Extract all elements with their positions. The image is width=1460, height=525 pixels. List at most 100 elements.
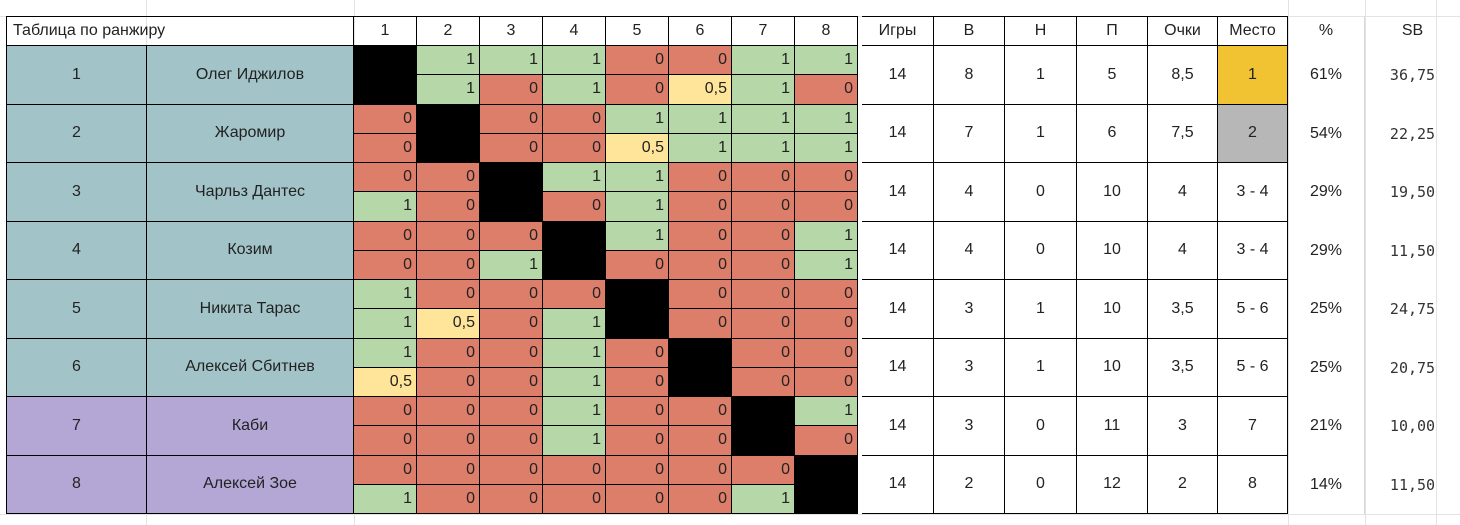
player-name[interactable]: Алексей Зое: [147, 455, 354, 514]
game-result-cell[interactable]: 1: [732, 133, 795, 163]
draws-cell[interactable]: 1: [1005, 280, 1077, 339]
wins-header[interactable]: В: [934, 16, 1005, 46]
points-cell[interactable]: 4: [1148, 163, 1218, 222]
game-result-cell[interactable]: 1: [669, 133, 732, 163]
game-result-cell[interactable]: 0: [669, 250, 732, 280]
game-result-cell[interactable]: 0: [543, 280, 606, 310]
place-cell[interactable]: 8: [1218, 455, 1288, 514]
table-title[interactable]: Таблица по ранжиру: [6, 16, 354, 46]
game-result-cell[interactable]: 0,5: [354, 367, 417, 397]
wins-cell[interactable]: 3: [934, 338, 1005, 397]
wins-cell[interactable]: 7: [934, 104, 1005, 163]
game-result-cell[interactable]: 0: [354, 221, 417, 251]
game-result-cell[interactable]: 1: [354, 484, 417, 514]
game-result-cell[interactable]: 0: [543, 104, 606, 134]
player-name[interactable]: Чарльз Дантес: [147, 163, 354, 222]
game-result-cell[interactable]: 0: [417, 455, 480, 485]
game-result-cell[interactable]: 0: [669, 309, 732, 339]
game-result-cell[interactable]: 0: [606, 75, 669, 105]
game-result-cell[interactable]: 0: [669, 163, 732, 193]
games-cell[interactable]: 14: [862, 280, 934, 339]
player-name[interactable]: Никита Тарас: [147, 280, 354, 339]
opponent-header[interactable]: 8: [795, 16, 858, 46]
player-rank[interactable]: 4: [6, 221, 147, 280]
draws-cell[interactable]: 0: [1005, 455, 1077, 514]
opponent-header[interactable]: 7: [732, 16, 795, 46]
game-result-cell[interactable]: 1: [732, 104, 795, 134]
sb-cell[interactable]: 19,50: [1389, 183, 1436, 202]
wins-cell[interactable]: 8: [934, 46, 1005, 105]
percent-header[interactable]: %: [1288, 16, 1365, 46]
game-result-cell[interactable]: 1: [669, 104, 732, 134]
game-result-cell[interactable]: 0: [669, 484, 732, 514]
game-result-cell[interactable]: 0: [795, 280, 858, 310]
player-rank[interactable]: 8: [6, 455, 147, 514]
points-cell[interactable]: 4: [1148, 221, 1218, 280]
game-result-cell[interactable]: 0: [606, 46, 669, 76]
game-result-cell[interactable]: 1: [732, 484, 795, 514]
points-cell[interactable]: 3,5: [1148, 338, 1218, 397]
game-result-cell[interactable]: 0,5: [606, 133, 669, 163]
game-result-cell[interactable]: 1: [795, 133, 858, 163]
game-result-cell[interactable]: 0: [354, 104, 417, 134]
game-result-cell[interactable]: 0: [732, 250, 795, 280]
points-cell[interactable]: 7,5: [1148, 104, 1218, 163]
losses-header[interactable]: П: [1077, 16, 1148, 46]
game-result-cell[interactable]: 0: [669, 280, 732, 310]
sb-cell[interactable]: 20,75: [1389, 358, 1436, 377]
game-result-cell[interactable]: 1: [795, 46, 858, 76]
game-result-cell[interactable]: 0: [606, 426, 669, 456]
percent-cell[interactable]: 25%: [1288, 280, 1365, 339]
place-cell[interactable]: 5 - 6: [1218, 280, 1288, 339]
game-result-cell[interactable]: 0: [417, 221, 480, 251]
place-header[interactable]: Место: [1218, 16, 1288, 46]
game-result-cell[interactable]: 0: [417, 397, 480, 427]
player-rank[interactable]: 7: [6, 397, 147, 456]
player-name[interactable]: Каби: [147, 397, 354, 456]
player-rank[interactable]: 3: [6, 163, 147, 222]
game-result-cell[interactable]: 0: [417, 250, 480, 280]
opponent-header[interactable]: 2: [417, 16, 480, 46]
place-cell[interactable]: 3 - 4: [1218, 163, 1288, 222]
game-result-cell[interactable]: 1: [795, 104, 858, 134]
game-result-cell[interactable]: 1: [354, 192, 417, 222]
opponent-header[interactable]: 6: [669, 16, 732, 46]
losses-cell[interactable]: 12: [1077, 455, 1148, 514]
game-result-cell[interactable]: 0: [732, 221, 795, 251]
game-result-cell[interactable]: 0: [480, 397, 543, 427]
game-result-cell[interactable]: 0: [480, 280, 543, 310]
game-result-cell[interactable]: 0: [480, 309, 543, 339]
place-cell[interactable]: 5 - 6: [1218, 338, 1288, 397]
games-cell[interactable]: 14: [862, 455, 934, 514]
game-result-cell[interactable]: 0: [543, 192, 606, 222]
game-result-cell[interactable]: 0: [606, 484, 669, 514]
game-result-cell[interactable]: 0: [354, 133, 417, 163]
draws-cell[interactable]: 0: [1005, 163, 1077, 222]
player-rank[interactable]: 5: [6, 280, 147, 339]
game-result-cell[interactable]: 0: [417, 426, 480, 456]
game-result-cell[interactable]: 0: [354, 250, 417, 280]
game-result-cell[interactable]: 0: [732, 280, 795, 310]
place-cell[interactable]: 7: [1218, 397, 1288, 456]
game-result-cell[interactable]: 1: [606, 221, 669, 251]
opponent-header[interactable]: 3: [480, 16, 543, 46]
points-cell[interactable]: 3,5: [1148, 280, 1218, 339]
game-result-cell[interactable]: 0: [669, 426, 732, 456]
player-name[interactable]: Алексей Сбитнев: [147, 338, 354, 397]
game-result-cell[interactable]: 0: [795, 192, 858, 222]
opponent-header[interactable]: 5: [606, 16, 669, 46]
game-result-cell[interactable]: 0: [480, 426, 543, 456]
game-result-cell[interactable]: 0: [795, 426, 858, 456]
game-result-cell[interactable]: 0: [480, 75, 543, 105]
player-rank[interactable]: 6: [6, 338, 147, 397]
points-header[interactable]: Очки: [1148, 16, 1218, 46]
game-result-cell[interactable]: 0: [417, 280, 480, 310]
game-result-cell[interactable]: 0,5: [417, 309, 480, 339]
sb-cell[interactable]: 10,00: [1389, 417, 1436, 436]
player-name[interactable]: Козим: [147, 221, 354, 280]
sb-cell[interactable]: 11,50: [1389, 475, 1436, 494]
game-result-cell[interactable]: 1: [354, 280, 417, 310]
wins-cell[interactable]: 4: [934, 221, 1005, 280]
game-result-cell[interactable]: 0: [732, 163, 795, 193]
game-result-cell[interactable]: 0: [732, 338, 795, 368]
